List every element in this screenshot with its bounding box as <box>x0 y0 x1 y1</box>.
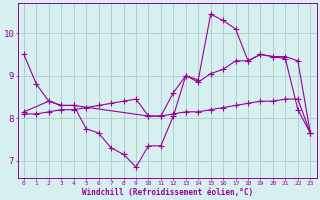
X-axis label: Windchill (Refroidissement éolien,°C): Windchill (Refroidissement éolien,°C) <box>82 188 253 197</box>
